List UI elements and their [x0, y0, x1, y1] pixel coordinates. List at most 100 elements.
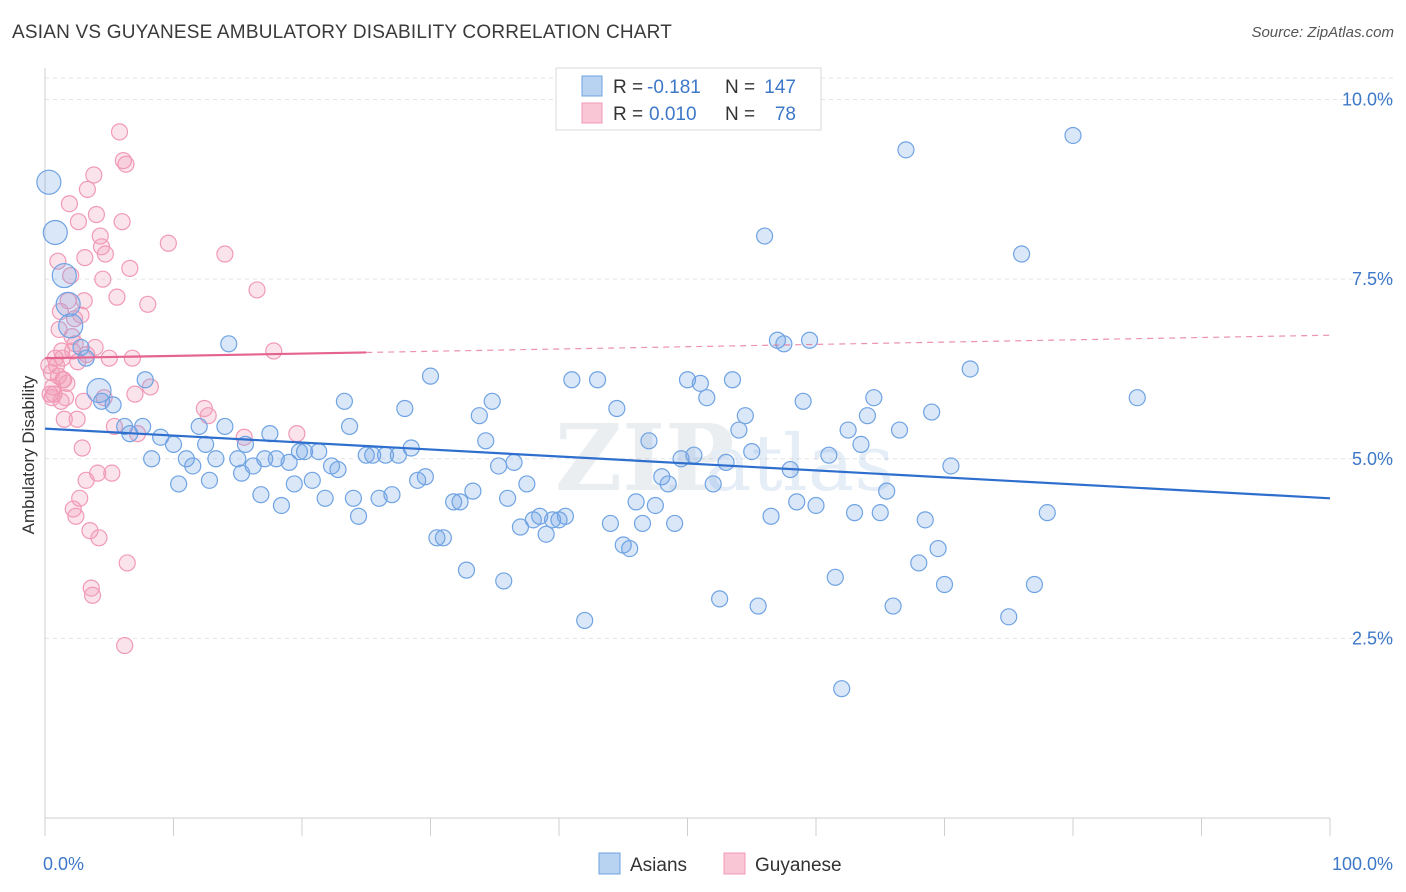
asian-point	[134, 417, 152, 436]
asian-point	[788, 493, 806, 511]
legend-guyanese-r-label: R =	[613, 104, 643, 125]
asian-point	[755, 227, 774, 245]
asian-point	[170, 475, 188, 493]
guyanese-point	[52, 392, 70, 410]
guyanese-point	[55, 410, 73, 428]
asian-point	[826, 568, 844, 586]
asian-point	[800, 331, 819, 349]
y-tick-label-3: 10.0%	[1342, 90, 1393, 110]
legend-guyanese-n-label: N =	[725, 104, 755, 125]
asian-point	[698, 389, 716, 407]
asian-point	[216, 417, 234, 436]
asian-point	[749, 597, 767, 615]
asian-point	[1128, 389, 1146, 407]
asian-point	[543, 511, 562, 529]
asian-point	[252, 486, 270, 504]
asian-point	[267, 450, 285, 468]
asian-trend-line	[44, 427, 1331, 500]
guyanese-point	[96, 245, 114, 263]
asian-point	[691, 374, 709, 392]
legend-asian-n-label: N =	[725, 77, 755, 98]
asian-point	[207, 450, 225, 468]
legend-bottom: Asians Guyanese	[598, 852, 842, 876]
asian-point	[464, 482, 482, 500]
asian-point	[601, 514, 620, 533]
asian-point	[871, 504, 889, 522]
asian-point	[316, 489, 334, 507]
asian-point	[197, 435, 215, 454]
legend-bottom-guyanese-label: Guyanese	[755, 855, 842, 876]
guyanese-point	[85, 166, 103, 184]
asian-point	[42, 219, 68, 246]
asian-point	[383, 486, 401, 504]
legend-guyanese-swatch	[581, 102, 603, 124]
asian-point	[190, 417, 208, 436]
guyanese-point	[110, 123, 129, 141]
guyanese-point	[83, 586, 102, 604]
asian-point	[177, 450, 195, 468]
asian-point	[344, 489, 362, 507]
guyanese-point	[116, 636, 134, 655]
guyanese-point	[71, 489, 89, 507]
guyanese-point	[139, 295, 157, 313]
asian-point	[820, 446, 838, 464]
legend-bottom-guyanese-swatch	[723, 852, 746, 875]
asian-point	[576, 611, 594, 630]
asian-point	[730, 421, 748, 439]
asian-point	[477, 432, 495, 450]
asian-point	[220, 335, 238, 353]
asian-point	[621, 539, 639, 558]
asian-point	[445, 493, 463, 511]
guyanese-point	[123, 349, 141, 367]
asian-point	[396, 399, 414, 418]
asian-point	[421, 367, 440, 385]
asian-point	[184, 457, 202, 475]
guyanese-point	[126, 385, 144, 403]
asian-points	[36, 126, 1146, 698]
asian-point	[428, 529, 446, 547]
asian-point	[335, 392, 354, 410]
asian-point	[537, 525, 555, 543]
y-tick-label-1: 5.0%	[1352, 449, 1393, 469]
guyanese-point	[87, 205, 106, 224]
asian-point	[743, 442, 761, 461]
guyanese-point	[113, 213, 131, 231]
asian-point	[833, 680, 851, 698]
asian-point	[229, 450, 247, 468]
guyanese-point	[76, 249, 94, 267]
guyanese-point	[68, 410, 86, 428]
asian-point	[511, 518, 530, 536]
asian-point	[303, 471, 321, 489]
legend-top: R = -0.181 N = 147 R = 0.010 N = 78	[555, 67, 822, 131]
guyanese-point	[90, 529, 108, 547]
asian-point	[340, 417, 359, 436]
guyanese-point	[67, 507, 85, 525]
guyanese-point	[43, 389, 61, 407]
asian-point	[290, 442, 309, 461]
guyanese-point	[78, 180, 97, 198]
y-tick-labels: 2.5% 5.0% 7.5% 10.0%	[1342, 90, 1393, 649]
legend-asian-r-label: R =	[613, 77, 643, 98]
guyanese-point	[103, 464, 121, 482]
guyanese-point	[216, 245, 234, 263]
asian-point	[608, 399, 626, 418]
asian-point	[490, 457, 508, 475]
asian-point	[878, 482, 896, 500]
asian-point	[531, 507, 549, 525]
asian-point	[884, 597, 902, 615]
asian-point	[942, 457, 960, 475]
asian-point	[910, 554, 928, 572]
asian-point	[678, 371, 697, 389]
guyanese-point	[118, 554, 136, 572]
asian-point	[640, 432, 658, 450]
asian-point	[1000, 608, 1018, 626]
asian-point	[285, 475, 303, 493]
asian-point	[36, 169, 62, 195]
asian-point	[556, 507, 575, 525]
guyanese-point	[94, 270, 112, 288]
asian-point	[723, 371, 742, 389]
asian-point	[136, 371, 154, 389]
legend-asian-swatch	[581, 75, 603, 97]
guyanese-point	[108, 288, 126, 306]
